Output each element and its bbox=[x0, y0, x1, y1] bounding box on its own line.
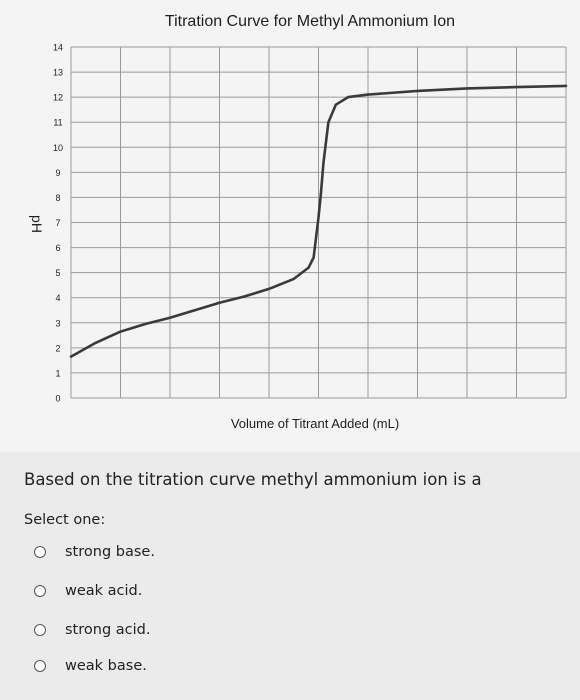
y-tick-label: 8 bbox=[55, 193, 60, 203]
option-weak-base[interactable]: weak base. bbox=[34, 654, 294, 678]
y-axis-label: pH bbox=[29, 215, 45, 233]
y-tick-label: 14 bbox=[53, 43, 63, 53]
option-label: weak base. bbox=[65, 658, 147, 674]
option-strong-acid[interactable]: strong acid. bbox=[34, 618, 294, 642]
x-axis-label: Volume of Titrant Added (mL) bbox=[230, 416, 400, 431]
y-tick-label: 10 bbox=[53, 143, 63, 153]
titration-curve bbox=[69, 84, 568, 358]
y-tick-label: 12 bbox=[53, 93, 63, 103]
option-label: strong base. bbox=[65, 544, 155, 560]
option-weak-acid[interactable]: weak acid. bbox=[34, 579, 294, 603]
option-label: strong acid. bbox=[65, 622, 151, 638]
y-tick-label: 4 bbox=[55, 293, 60, 303]
y-tick-label: 2 bbox=[55, 343, 60, 353]
radio-button[interactable] bbox=[34, 585, 46, 597]
y-tick-label: 11 bbox=[53, 118, 62, 128]
y-tick-label: 5 bbox=[55, 268, 60, 278]
y-tick-label: 6 bbox=[55, 243, 60, 253]
option-strong-base[interactable]: strong base. bbox=[34, 540, 294, 564]
y-tick-label: 1 bbox=[55, 368, 60, 378]
y-tick-label: 13 bbox=[53, 68, 63, 78]
radio-button[interactable] bbox=[34, 660, 46, 672]
select-one-prompt: Select one: bbox=[24, 512, 106, 528]
chart-title: Titration Curve for Methyl Ammonium Ion bbox=[164, 13, 456, 30]
chart-panel: 0 1 2 3 4 5 6 7 8 9 10 11 12 13 14 Titration Curve for… bbox=[29, 13, 568, 431]
question-text: Based on the titration curve methyl ammo… bbox=[24, 470, 482, 489]
y-tick-label: 0 bbox=[55, 394, 60, 404]
y-tick-label: 3 bbox=[55, 318, 60, 328]
y-tick-label: 7 bbox=[55, 218, 60, 228]
radio-button[interactable] bbox=[34, 546, 46, 558]
option-label: weak acid. bbox=[65, 583, 143, 599]
radio-button[interactable] bbox=[34, 624, 46, 636]
y-tick-label: 9 bbox=[55, 168, 60, 178]
